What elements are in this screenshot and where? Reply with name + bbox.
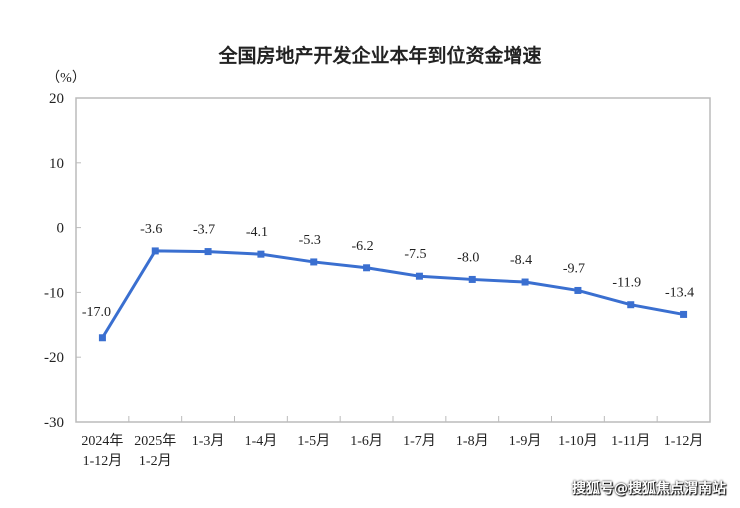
x-tick-label: 1-4月 bbox=[245, 433, 278, 449]
data-point bbox=[151, 247, 159, 255]
y-tick-label: -10 bbox=[44, 285, 64, 301]
y-tick-label: -30 bbox=[44, 415, 64, 431]
data-label: -17.0 bbox=[82, 305, 111, 320]
x-tick-label: 1-7月 bbox=[403, 433, 436, 449]
data-point bbox=[310, 258, 318, 266]
data-point bbox=[257, 250, 265, 258]
data-point bbox=[680, 310, 688, 318]
data-point bbox=[521, 278, 529, 286]
data-point bbox=[98, 334, 106, 342]
x-tick-label: 1-9月 bbox=[509, 433, 542, 449]
data-point bbox=[627, 301, 635, 309]
watermark: 搜狐号@搜狐焦点渭南站 bbox=[572, 481, 726, 497]
data-label: -7.5 bbox=[404, 247, 426, 262]
data-label: -3.6 bbox=[140, 222, 162, 237]
data-label: -8.4 bbox=[510, 253, 532, 268]
plot-frame bbox=[75, 97, 711, 423]
y-tick-label: 0 bbox=[57, 221, 65, 237]
y-tick-label: -20 bbox=[44, 350, 64, 366]
y-tick-label: 20 bbox=[49, 91, 64, 107]
y-axis-unit: （%） bbox=[46, 70, 86, 86]
x-tick-label: 1-12月 bbox=[664, 433, 704, 449]
data-label: -13.4 bbox=[665, 285, 694, 300]
x-tick-label: 1-5月 bbox=[297, 433, 330, 449]
data-label: -4.1 bbox=[246, 225, 268, 240]
data-label: -3.7 bbox=[193, 223, 215, 238]
x-tick-label: 1-12月 bbox=[83, 453, 123, 469]
series-line bbox=[101, 249, 684, 339]
x-tick-label: 1-6月 bbox=[350, 433, 383, 449]
data-point bbox=[574, 286, 582, 294]
x-tick-label: 1-2月 bbox=[139, 453, 172, 469]
data-point bbox=[468, 275, 476, 283]
x-tick-label: 2025年 bbox=[134, 433, 176, 449]
x-tick-label: 1-8月 bbox=[456, 433, 489, 449]
data-point bbox=[415, 272, 423, 280]
data-label: -6.2 bbox=[351, 239, 373, 254]
x-tick-label: 2024年 bbox=[81, 433, 123, 449]
x-tick-label: 1-11月 bbox=[611, 433, 650, 449]
chart-title: 全国房地产开发企业本年到位资金增速 bbox=[217, 44, 541, 67]
data-label: -11.9 bbox=[612, 276, 641, 291]
data-point bbox=[363, 264, 371, 272]
data-label: -5.3 bbox=[299, 233, 321, 248]
x-tick-label: 1-10月 bbox=[558, 433, 598, 449]
x-tick-label: 1-3月 bbox=[192, 433, 225, 449]
y-tick-label: 10 bbox=[49, 156, 64, 172]
data-label: -8.0 bbox=[457, 250, 479, 265]
data-point bbox=[204, 248, 212, 256]
data-label: -9.7 bbox=[563, 261, 585, 276]
